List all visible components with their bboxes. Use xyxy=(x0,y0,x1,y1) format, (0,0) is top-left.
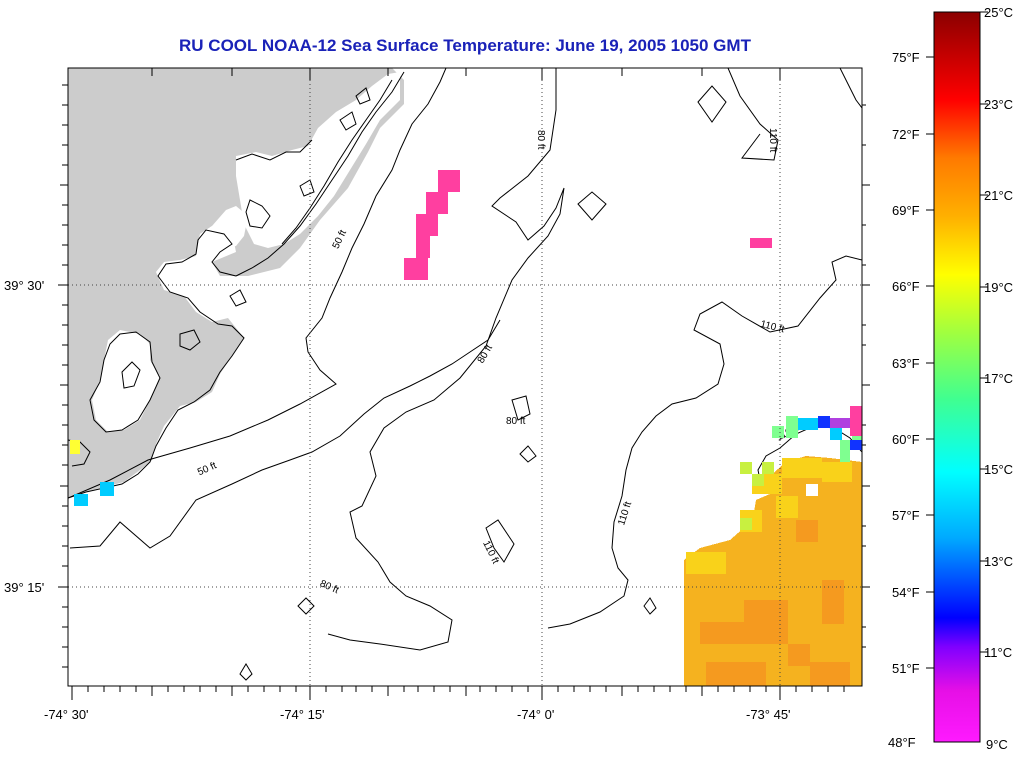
x-tick-label: -74° 0' xyxy=(517,707,554,722)
colorbar-f-label: 66°F xyxy=(892,279,920,294)
contour-label: 110 ft xyxy=(759,319,785,336)
colorbar-f-label: 69°F xyxy=(892,203,920,218)
colorbar-c-label: 15°C xyxy=(984,462,1013,477)
colorbar-c-label: 19°C xyxy=(984,280,1013,295)
colorbar-c-label: 21°C xyxy=(984,188,1013,203)
colorbar-f-label: 57°F xyxy=(892,508,920,523)
contour-label: 50 ft xyxy=(331,228,350,251)
contour-label: 80 ft xyxy=(506,416,526,427)
grid-lines xyxy=(68,68,862,686)
colorbar-c-label: 23°C xyxy=(984,97,1013,112)
y-tick-label: 39° 30' xyxy=(4,278,44,293)
colorbar-f-label: 63°F xyxy=(892,356,920,371)
colorbar-f-label: 72°F xyxy=(892,127,920,142)
contour-label: 50 ft xyxy=(196,460,218,478)
x-tick-label: -74° 15' xyxy=(280,707,325,722)
x-tick-label: -73° 45' xyxy=(746,707,791,722)
colorbar-c-label: 13°C xyxy=(984,554,1013,569)
colorbar-f-label: 51°F xyxy=(892,661,920,676)
colorbar-c-label: 11°C xyxy=(984,645,1012,660)
x-tick-label: -74° 30' xyxy=(44,707,89,722)
colorbar-f-label: 75°F xyxy=(892,50,920,65)
colorbar-c-label: 17°C xyxy=(984,371,1013,386)
plot-area: 50 ft 50 ft 80 ft 80 ft 80 ft 80 ft 110 … xyxy=(68,68,862,686)
colorbar-c-label: 9°C xyxy=(986,737,1008,752)
plot-frame xyxy=(67,67,863,687)
bathymetry-contours xyxy=(68,68,862,681)
colorbar-f-label: 60°F xyxy=(892,432,920,447)
colorbar-f-label: 48°F xyxy=(888,735,916,750)
colorbar-c-label: 25°C xyxy=(984,5,1013,20)
tick-marks xyxy=(58,68,870,700)
colorbar-ticks xyxy=(926,11,988,669)
map-title: RU COOL NOAA-12 Sea Surface Temperature:… xyxy=(179,36,751,55)
contour-label: 80 ft xyxy=(318,578,340,596)
bay-area xyxy=(92,330,160,432)
contour-label: 80 ft xyxy=(535,130,546,150)
sst-pixels xyxy=(70,170,862,686)
contour-label: 110 ft xyxy=(767,128,778,152)
bay-area xyxy=(236,72,400,248)
y-tick-label: 39° 15' xyxy=(4,580,44,595)
colorbar-f-label: 54°F xyxy=(892,585,920,600)
colorbar xyxy=(933,11,981,743)
